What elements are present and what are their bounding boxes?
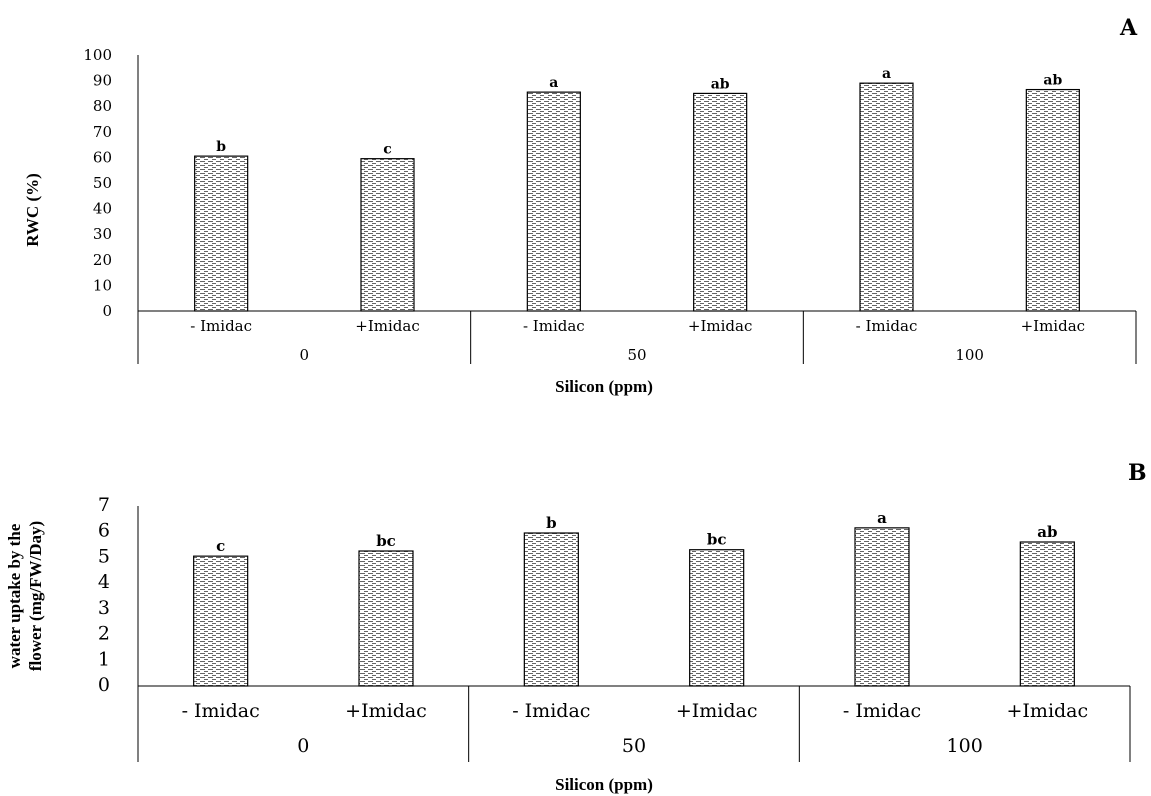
panel-a-axes <box>137 55 1137 364</box>
panel-b-y-ticks: 0 1 2 3 4 5 6 7 <box>98 494 110 696</box>
panel-b-x-axis-label: Silicon (ppm) <box>555 775 653 794</box>
panel-b-axes <box>137 506 1131 762</box>
panel-b-bars: c bc b bc a ab <box>193 509 1075 687</box>
group-label: 0 <box>297 735 309 757</box>
panel-b-letter: B <box>1128 460 1147 486</box>
bar-significance-label: bc <box>707 531 727 549</box>
bar-significance-label: ab <box>1037 523 1057 541</box>
category-label: - Imidac <box>523 317 585 335</box>
panel-a-bars: b c a ab a ab <box>194 66 1080 312</box>
bar <box>360 158 415 312</box>
bar <box>859 82 914 312</box>
bar <box>193 555 249 687</box>
y-tick-label: 7 <box>98 494 110 516</box>
bar-significance-label: a <box>549 75 558 91</box>
category-label: - Imidac <box>182 700 260 722</box>
y-tick-label: 20 <box>93 251 112 269</box>
y-tick-label: 0 <box>98 674 110 696</box>
y-tick-label: 50 <box>93 174 112 192</box>
bar <box>1025 88 1080 312</box>
category-label: +Imidac <box>1007 700 1089 722</box>
panel-b-y-axis-label-line2: flower (mg/FW/Day) <box>26 521 45 671</box>
group-label: 0 <box>300 346 310 364</box>
y-tick-label: 2 <box>98 623 110 645</box>
panel-b-y-axis-label-line1: water uptake by the <box>5 523 24 668</box>
category-label: +Imidac <box>1021 317 1085 335</box>
bar <box>854 527 910 687</box>
panel-a-letter: A <box>1119 15 1138 41</box>
y-tick-label: 100 <box>83 46 112 64</box>
bar-significance-label: ab <box>1043 73 1062 89</box>
panel-b-group-labels: 0 50 100 <box>297 735 983 757</box>
bar-significance-label: a <box>882 66 891 82</box>
bar-significance-label: b <box>216 139 226 155</box>
bar-significance-label: c <box>216 537 225 555</box>
category-label: +Imidac <box>345 700 427 722</box>
panel-a-y-axis-label: RWC (%) <box>23 173 42 247</box>
y-tick-label: 3 <box>98 597 110 619</box>
bar <box>523 532 579 687</box>
y-tick-label: 5 <box>98 545 110 567</box>
y-tick-label: 70 <box>93 123 112 141</box>
y-tick-label: 30 <box>93 225 112 243</box>
bar <box>358 550 414 687</box>
bar <box>194 155 249 312</box>
bar <box>1019 541 1075 687</box>
y-tick-label: 40 <box>93 200 112 218</box>
y-tick-label: 80 <box>93 97 112 115</box>
panel-a-group-labels: 0 50 100 <box>300 346 984 364</box>
group-label: 100 <box>955 346 984 364</box>
panel-a: A 0 10 20 30 40 50 60 70 80 90 100 b c a ab a ab - Imid… <box>23 15 1138 396</box>
bar-significance-label: c <box>383 142 392 158</box>
bar <box>689 549 745 687</box>
bar-significance-label: ab <box>711 76 730 92</box>
panel-a-x-axis-label: Silicon (ppm) <box>555 377 653 396</box>
y-tick-label: 60 <box>93 148 112 166</box>
y-tick-label: 1 <box>98 648 110 670</box>
bar-significance-label: bc <box>376 532 396 550</box>
category-label: - Imidac <box>190 317 252 335</box>
category-label: - Imidac <box>843 700 921 722</box>
panel-a-y-ticks: 0 10 20 30 40 50 60 70 80 90 100 <box>83 46 112 320</box>
y-tick-label: 90 <box>93 72 112 90</box>
panel-b-category-labels: - Imidac +Imidac - Imidac +Imidac - Imidac +I… <box>182 700 1089 722</box>
group-label: 50 <box>627 346 646 364</box>
bar <box>526 91 581 312</box>
category-label: - Imidac <box>512 700 590 722</box>
group-label: 50 <box>622 735 646 757</box>
group-label: 100 <box>947 735 983 757</box>
bar <box>693 92 748 312</box>
panel-a-category-labels: - Imidac +Imidac - Imidac +Imidac - Imidac +I… <box>190 317 1085 335</box>
category-label: +Imidac <box>676 700 758 722</box>
y-tick-label: 10 <box>93 276 112 294</box>
category-label: +Imidac <box>688 317 752 335</box>
y-tick-label: 4 <box>98 571 110 593</box>
y-tick-label: 6 <box>98 520 110 542</box>
category-label: - Imidac <box>856 317 918 335</box>
bar-significance-label: b <box>546 514 557 532</box>
bar-significance-label: a <box>877 509 887 527</box>
y-tick-label: 0 <box>102 302 112 320</box>
category-label: +Imidac <box>355 317 419 335</box>
